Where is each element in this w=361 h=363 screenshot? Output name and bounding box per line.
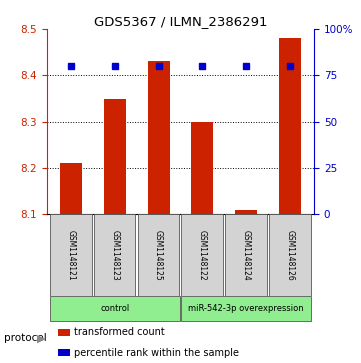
Bar (50, 215, 92, 295)
Text: miR-542-3p overexpression: miR-542-3p overexpression (188, 304, 304, 313)
Text: GSM1148125: GSM1148125 (154, 230, 163, 281)
Text: GSM1148126: GSM1148126 (286, 230, 295, 281)
Bar (94, 215, 135, 295)
Bar (104, 99, 126, 215)
Text: GSM1148122: GSM1148122 (198, 230, 207, 280)
Text: transformed count: transformed count (74, 327, 164, 337)
Bar (138, 215, 179, 295)
Text: GSM1148124: GSM1148124 (242, 230, 251, 281)
Bar (58, 349, 70, 356)
Text: percentile rank within the sample: percentile rank within the sample (74, 348, 239, 358)
Title: GDS5367 / ILMN_2386291: GDS5367 / ILMN_2386291 (94, 15, 267, 28)
Bar (279, 38, 301, 215)
Text: GSM1148123: GSM1148123 (110, 230, 119, 281)
Bar (181, 296, 311, 321)
Bar (50, 296, 180, 321)
Text: protocol: protocol (4, 333, 46, 343)
Bar (58, 329, 70, 336)
Bar (235, 210, 257, 215)
Bar (269, 215, 310, 295)
Bar (181, 215, 223, 295)
Bar (148, 61, 170, 215)
Bar (60, 163, 82, 215)
Text: GSM1148121: GSM1148121 (66, 230, 75, 280)
Text: control: control (100, 304, 130, 313)
Bar (191, 122, 213, 215)
Text: ▶: ▶ (37, 333, 46, 343)
Bar (225, 215, 267, 295)
